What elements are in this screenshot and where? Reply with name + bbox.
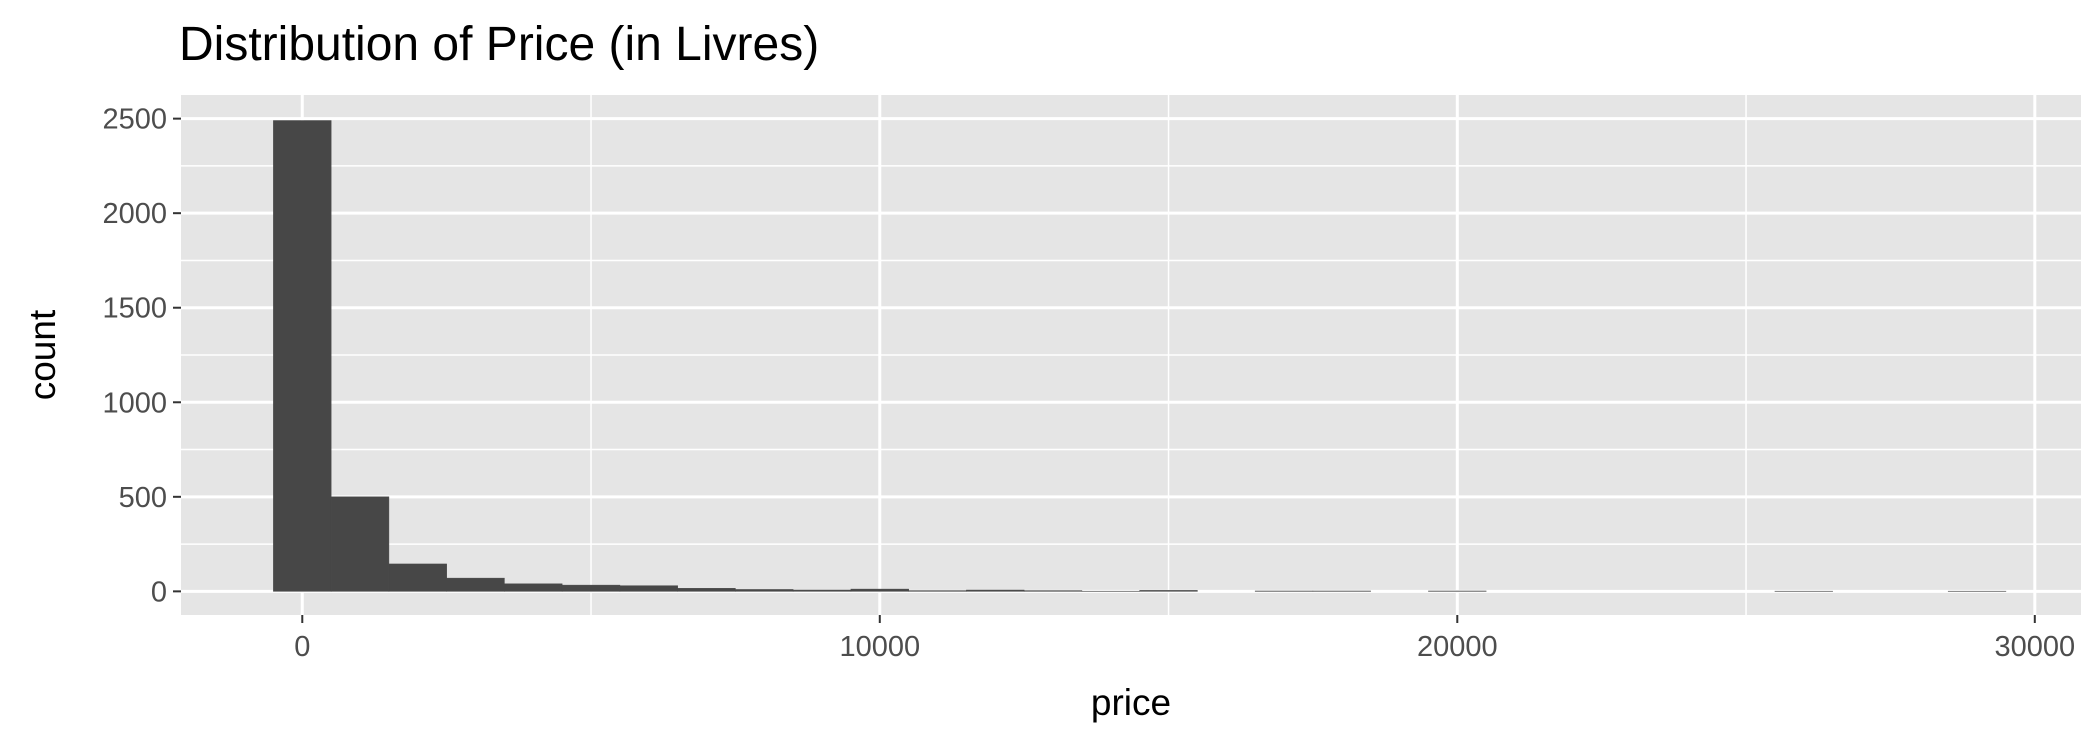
histogram-bar xyxy=(1139,590,1198,592)
histogram-bar xyxy=(330,496,390,592)
histogram-bar xyxy=(388,563,447,592)
y-tick-label: 2500 xyxy=(102,104,167,136)
x-tick-label: 0 xyxy=(294,631,310,663)
x-tick-label: 10000 xyxy=(839,631,920,663)
histogram-bar xyxy=(561,584,621,592)
x-tick-label: 20000 xyxy=(1417,631,1498,663)
y-tick-label: 2000 xyxy=(102,198,167,230)
histogram-bar xyxy=(735,589,794,592)
histogram-bar xyxy=(966,589,1025,592)
histogram-bars xyxy=(273,120,2007,592)
histogram-bar xyxy=(850,588,909,592)
histogram-bar xyxy=(619,585,678,592)
y-tick-label: 0 xyxy=(151,576,167,608)
x-axis-title: price xyxy=(1091,682,1171,723)
histogram-bar xyxy=(677,588,736,592)
y-tick-label: 1500 xyxy=(102,293,167,325)
x-axis: 0 10000 20000 30000 xyxy=(294,615,2075,663)
chart-title: Distribution of Price (in Livres) xyxy=(179,18,819,71)
histogram-bar xyxy=(273,120,332,592)
y-axis-title: count xyxy=(22,309,63,400)
histogram-bar xyxy=(446,577,505,592)
histogram-bar xyxy=(1023,590,1083,592)
histogram-bar xyxy=(792,589,852,592)
histogram-bar xyxy=(504,583,563,592)
histogram-bar xyxy=(908,590,967,592)
x-tick-label: 30000 xyxy=(1994,631,2075,663)
minor-gridlines xyxy=(181,95,2081,615)
y-tick-label: 1000 xyxy=(102,387,167,419)
y-axis: 0 500 1000 1500 2000 2500 xyxy=(102,104,181,608)
y-tick-label: 500 xyxy=(119,482,167,514)
